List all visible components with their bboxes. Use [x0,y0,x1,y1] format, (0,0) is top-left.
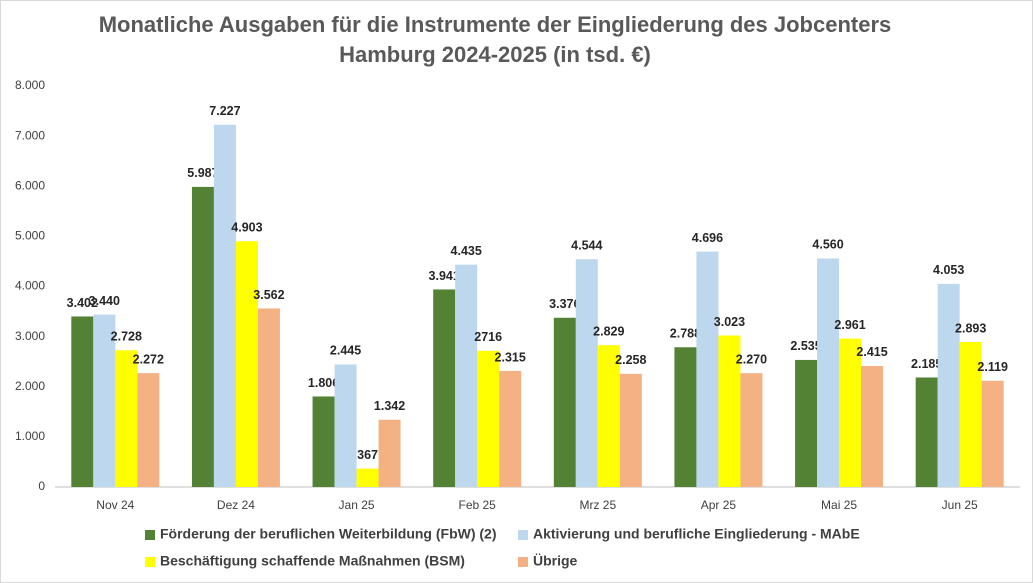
x-tick-label: Mrz 25 [579,498,616,512]
value-label: 2.788 [670,327,701,341]
bar [937,283,960,487]
y-tick-label: 2.000 [15,379,45,393]
value-label: 2.272 [133,352,164,366]
legend-swatch [518,557,528,567]
value-label: 5.987 [187,166,218,180]
value-label: 4.696 [692,231,723,245]
y-tick-label: 0 [38,479,45,493]
y-tick-label: 4.000 [15,279,45,293]
value-label: 2.315 [495,350,526,364]
y-tick-label: 5.000 [15,229,45,243]
value-label: 2.535 [790,339,821,353]
legend-swatch [145,557,155,567]
value-label: 4.560 [812,238,843,252]
legend-label: Übrige [533,553,578,569]
value-label: 3.562 [253,288,284,302]
value-label: 2.119 [977,360,1008,374]
legend-swatch [518,530,528,540]
bar [235,241,258,487]
bar [499,370,522,487]
value-label: 4.544 [571,239,602,253]
x-tick-label: Dez 24 [217,498,255,512]
bar [597,345,620,487]
bar [575,259,598,487]
bar [839,338,862,487]
chart-title: Hamburg 2024-2025 (in tsd. €) [339,42,651,67]
bar [553,317,576,487]
bar [981,380,1004,487]
bar [477,350,500,487]
value-label: 1.342 [374,399,405,413]
value-label: 3.941 [429,269,460,283]
legend-swatch [145,530,155,540]
bar [915,377,938,487]
y-tick-label: 7.000 [15,128,45,142]
bar [455,264,478,487]
bar [213,124,236,487]
value-label: 7.227 [209,104,240,118]
x-tick-label: Jun 25 [942,498,978,512]
value-label: 1.806 [308,376,339,390]
bar [334,364,357,487]
bar [795,359,818,487]
y-tick-label: 6.000 [15,178,45,192]
x-tick-label: Feb 25 [459,498,497,512]
value-label: 2.258 [615,353,646,367]
value-label: 2.270 [736,353,767,367]
chart-title: Monatliche Ausgaben für die Instrumente … [99,12,892,37]
value-label: 2.185 [911,357,942,371]
value-label: 2.893 [955,321,986,335]
legend-label: Förderung der beruflichen Weiterbildung … [160,526,497,542]
legend-label: Beschäftigung schaffende Maßnahmen (BSM) [160,553,465,569]
value-label: 4.435 [451,244,482,258]
legend-label: Aktivierung und berufliche Eingliederung… [533,526,860,542]
value-label: 3.402 [67,296,98,310]
x-tick-label: Mai 25 [821,498,857,512]
value-label: 2.728 [111,330,142,344]
value-label: 2.445 [330,344,361,358]
value-label: 4.903 [231,221,262,235]
bar [93,314,116,487]
x-tick-label: Apr 25 [701,498,737,512]
y-tick-label: 8.000 [15,78,45,92]
value-label: 3.023 [714,315,745,329]
value-label: 2716 [474,330,502,344]
value-label: 2.829 [593,324,624,338]
value-label: 2.961 [834,318,865,332]
value-label: 3.376 [549,297,580,311]
bar [312,396,335,487]
y-tick-label: 1.000 [15,429,45,443]
bar [619,373,642,487]
bar [674,347,697,487]
bar [257,308,280,487]
bar [71,316,94,487]
x-tick-label: Jan 25 [339,498,375,512]
bar [191,186,214,488]
bar [433,289,456,487]
bar [115,350,138,487]
value-label: 2.415 [856,345,887,359]
x-tick-label: Nov 24 [96,498,134,512]
bar [740,373,763,487]
bar [356,468,379,487]
value-label: 4.053 [933,263,964,277]
bar [959,341,982,487]
bar [817,258,840,487]
value-label: 367 [357,448,378,462]
bar [137,373,160,487]
y-tick-label: 3.000 [15,329,45,343]
value-label: 3.440 [89,294,120,308]
bar [718,335,741,487]
bar [378,419,401,487]
bar [861,365,884,487]
bar [696,251,719,487]
